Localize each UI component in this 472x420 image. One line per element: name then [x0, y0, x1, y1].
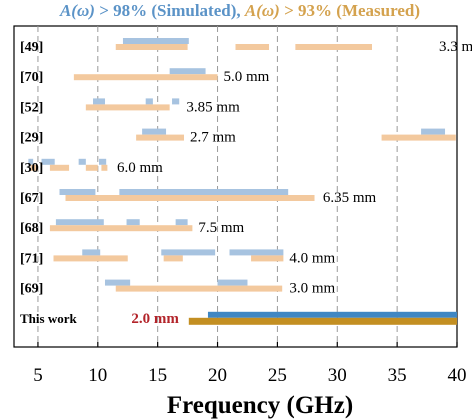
chart-title: A(ω) > 98% (Simulated), A(ω) > 93% (Meas… — [59, 1, 420, 20]
row-reference-label: [49] — [20, 40, 43, 55]
row-reference-label: [68] — [20, 221, 43, 236]
row-reference-label: [52] — [20, 100, 43, 115]
bars-layer — [28, 38, 457, 325]
x-tick-label: 15 — [148, 365, 167, 386]
x-tick-label: 30 — [328, 365, 347, 386]
plot-frame — [13, 25, 458, 348]
simulated-band — [28, 158, 34, 165]
chart-title-part: > 98% (Simulated), — [95, 1, 245, 20]
simulated-band — [122, 38, 189, 44]
thickness-label: 2.0 mm — [131, 311, 179, 327]
measured-band — [65, 195, 315, 201]
measured-band — [136, 134, 185, 141]
x-tick-label: 5 — [33, 365, 43, 386]
row-reference-label: [67] — [20, 191, 43, 206]
thickness-label: 5.0 mm — [224, 69, 270, 85]
measured-band — [163, 255, 183, 262]
simulated-band — [207, 311, 457, 318]
x-tick-label: 20 — [208, 365, 227, 386]
thickness-label: 3.0 mm — [289, 281, 335, 297]
x-axis-label: Frequency (GHz) — [167, 392, 353, 419]
x-tick-label: 35 — [388, 365, 407, 386]
thickness-label: 3.3 mm — [439, 39, 472, 55]
simulated-band — [126, 219, 140, 226]
measured-band — [30, 164, 38, 171]
measured-band — [188, 317, 457, 325]
simulated-band — [175, 219, 188, 226]
row-reference-label: This work — [20, 311, 77, 326]
thickness-label: 3.85 mm — [186, 99, 240, 115]
measured-band — [101, 164, 108, 171]
measured-band — [49, 164, 70, 171]
simulated-band — [41, 158, 55, 165]
x-tick-label: 25 — [268, 365, 287, 386]
measured-band — [53, 255, 128, 262]
measured-band — [49, 225, 193, 232]
simulated-band — [145, 98, 153, 105]
chart-title-part: A(ω) — [59, 1, 95, 20]
measured-band — [295, 44, 372, 50]
simulated-band — [99, 158, 107, 165]
row-reference-label: [70] — [20, 70, 43, 85]
measured-band — [73, 74, 218, 81]
chart-title-part: A(ω) — [244, 1, 280, 20]
row-reference-label: [30] — [20, 161, 43, 176]
thickness-label: 4.0 mm — [289, 250, 335, 266]
simulated-band — [55, 219, 104, 226]
measured-band — [85, 104, 170, 111]
simulated-band — [82, 249, 101, 256]
row-reference-label: [69] — [20, 282, 43, 297]
simulated-band — [104, 279, 131, 286]
labels-layer: [49] 3.3 mm [70] 5.0 mm [52] 3.85 mm [29] 2.7 m… — [20, 39, 472, 327]
simulated-band — [119, 189, 289, 195]
row-reference-label: [71] — [20, 251, 43, 266]
x-tick-label: 40 — [448, 365, 467, 386]
simulated-band — [78, 158, 86, 165]
thickness-label: 6.35 mm — [323, 190, 377, 206]
thickness-label: 6.0 mm — [117, 160, 163, 176]
measured-band — [115, 44, 188, 50]
simulated-band — [93, 98, 105, 105]
simulated-band — [169, 68, 206, 75]
thickness-label: 7.5 mm — [198, 220, 244, 236]
simulated-band — [229, 249, 284, 256]
measured-band — [85, 164, 98, 171]
x-tick-label: 10 — [88, 365, 107, 386]
simulated-band — [161, 249, 216, 256]
grid-layer — [37, 26, 398, 347]
simulated-band — [59, 189, 96, 195]
measured-band — [251, 255, 284, 262]
simulated-band — [421, 128, 446, 135]
simulated-band — [217, 279, 248, 286]
measured-band — [235, 44, 270, 50]
measured-band — [381, 134, 456, 141]
x-axis: 5 10 15 20 25 30 35 40 — [33, 342, 467, 386]
chart-title-part: > 93% (Measured) — [280, 1, 420, 20]
simulated-band — [142, 128, 167, 135]
simulated-band — [172, 98, 180, 105]
row-reference-label: [29] — [20, 131, 43, 146]
measured-band — [115, 285, 283, 292]
thickness-label: 2.7 mm — [190, 130, 236, 146]
